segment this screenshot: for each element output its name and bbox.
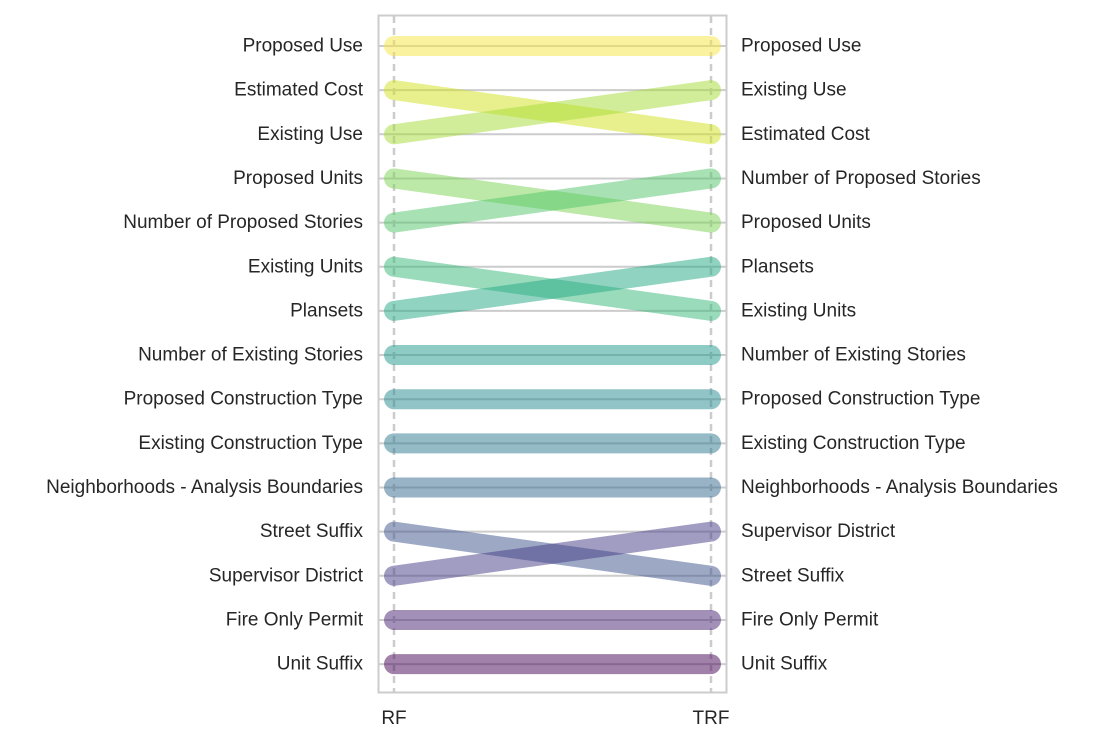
- right-label: Unit Suffix: [741, 654, 828, 675]
- right-label: Number of Proposed Stories: [741, 168, 981, 189]
- left-label: Existing Construction Type: [138, 433, 363, 454]
- right-label: Street Suffix: [741, 565, 845, 586]
- left-label: Plansets: [290, 300, 363, 321]
- left-labels: Proposed Use Estimated Cost Existing Use Pr…: [46, 36, 364, 675]
- right-label: Proposed Construction Type: [741, 389, 980, 410]
- right-label: Estimated Cost: [741, 124, 871, 145]
- right-label: Fire Only Permit: [741, 609, 879, 630]
- right-label: Proposed Use: [741, 36, 861, 57]
- series-lines: [384, 36, 721, 675]
- series-line: [384, 256, 721, 321]
- left-label: Proposed Construction Type: [124, 389, 363, 410]
- series-line: [384, 80, 721, 145]
- right-label: Plansets: [741, 256, 814, 277]
- right-label: Existing Use: [741, 80, 847, 101]
- left-label: Number of Proposed Stories: [123, 212, 363, 233]
- right-label: Existing Construction Type: [741, 433, 966, 454]
- x-tick-trf: TRF: [693, 708, 730, 729]
- left-label: Number of Existing Stories: [138, 345, 363, 366]
- left-label: Existing Units: [248, 256, 363, 277]
- right-label: Number of Existing Stories: [741, 345, 966, 366]
- left-label: Proposed Use: [243, 36, 363, 57]
- plot-frame: [377, 14, 728, 694]
- left-label: Street Suffix: [260, 521, 364, 542]
- right-label: Supervisor District: [741, 521, 896, 542]
- series-line: [384, 521, 721, 586]
- right-label: Neighborhoods - Analysis Boundaries: [741, 477, 1058, 498]
- right-label: Existing Units: [741, 300, 856, 321]
- left-label: Proposed Units: [233, 168, 363, 189]
- left-label: Fire Only Permit: [226, 609, 364, 630]
- left-label: Existing Use: [257, 124, 363, 145]
- right-labels: Proposed Use Estimated Cost Existing Use Pr…: [741, 36, 1058, 675]
- x-tick-rf: RF: [381, 708, 406, 729]
- right-label: Proposed Units: [741, 212, 871, 233]
- left-label: Estimated Cost: [234, 80, 364, 101]
- left-label: Neighborhoods - Analysis Boundaries: [46, 477, 363, 498]
- left-label: Unit Suffix: [277, 654, 364, 675]
- left-label: Supervisor District: [209, 565, 364, 586]
- series-line: [384, 168, 721, 233]
